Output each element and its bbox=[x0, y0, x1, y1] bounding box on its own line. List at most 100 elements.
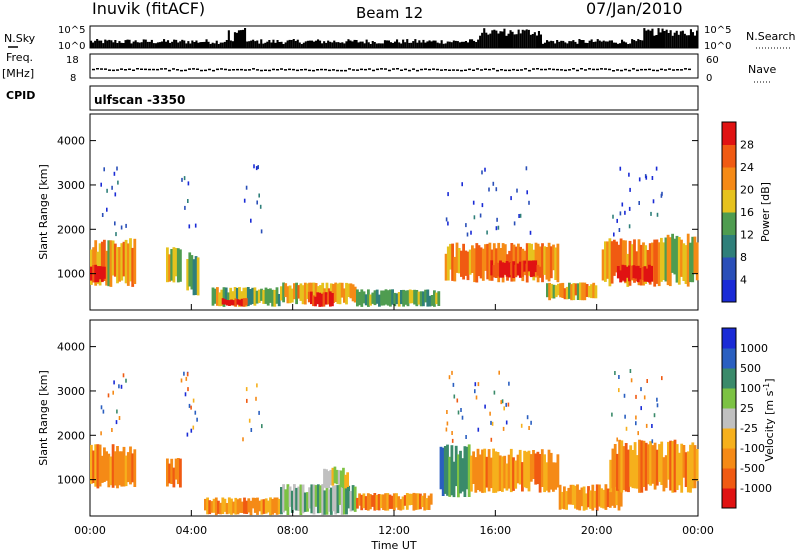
freq-point bbox=[592, 68, 595, 71]
heatmap-cell bbox=[658, 444, 661, 482]
freq-point bbox=[492, 68, 495, 70]
freq-point bbox=[456, 69, 459, 71]
heatmap-cell bbox=[113, 451, 117, 486]
heatmap-cell bbox=[271, 498, 275, 515]
heatmap-cell bbox=[227, 292, 230, 306]
heatmap-cell bbox=[439, 446, 443, 490]
heatmap-cell bbox=[172, 467, 176, 488]
heatmap-cell bbox=[645, 268, 649, 282]
freq-point bbox=[340, 69, 343, 72]
noise-bar bbox=[240, 30, 243, 48]
heatmap-cell bbox=[416, 493, 420, 510]
noise-bar bbox=[576, 43, 579, 48]
heatmap-cell bbox=[122, 373, 125, 378]
heatmap-cell bbox=[327, 489, 331, 512]
freq-point bbox=[444, 69, 447, 71]
noise-bar bbox=[310, 40, 313, 48]
heatmap-cell bbox=[499, 260, 502, 278]
noise-bar bbox=[225, 40, 228, 48]
heatmap-cell bbox=[325, 484, 329, 515]
heatmap-cell bbox=[619, 166, 622, 171]
freq-point bbox=[208, 68, 211, 71]
noise-bar bbox=[410, 42, 413, 48]
heatmap-cell bbox=[105, 250, 108, 286]
heatmap-cell bbox=[166, 247, 169, 283]
heatmap-cell bbox=[514, 264, 518, 278]
heatmap-cell bbox=[397, 496, 401, 510]
freq-point bbox=[240, 68, 243, 71]
noise-bar bbox=[655, 35, 658, 48]
freq-point bbox=[140, 68, 143, 70]
heatmap-cell bbox=[637, 431, 639, 436]
heatmap-cell bbox=[245, 185, 248, 190]
x-tick-label: 04:00 bbox=[175, 524, 207, 537]
noise-bar bbox=[430, 41, 433, 48]
heatmap-cell bbox=[345, 484, 348, 515]
noise-bar bbox=[96, 39, 99, 48]
heatmap-cell bbox=[652, 199, 655, 204]
heatmap-cell bbox=[452, 461, 456, 498]
heatmap-cell bbox=[266, 288, 270, 306]
heatmap-cell bbox=[617, 484, 621, 511]
velocity-cbar-label: Velocity [m s-1] bbox=[762, 378, 776, 461]
heatmap-cell bbox=[312, 282, 316, 305]
heatmap-cell bbox=[624, 443, 628, 492]
noise-bar bbox=[598, 40, 601, 48]
y-tick-label: 3000 bbox=[57, 179, 85, 192]
heatmap-cell bbox=[651, 424, 653, 428]
heatmap-cell bbox=[456, 398, 459, 403]
heatmap-cell bbox=[360, 289, 364, 307]
heatmap-cell bbox=[238, 498, 242, 513]
heatmap-cell bbox=[168, 463, 171, 484]
heatmap-cell bbox=[651, 445, 655, 484]
y-tick-label: 2000 bbox=[57, 223, 85, 236]
freq-point bbox=[156, 68, 159, 71]
heatmap-cell bbox=[691, 442, 695, 489]
noise-bar bbox=[371, 41, 374, 48]
heatmap-cell bbox=[569, 484, 573, 505]
heatmap-cell bbox=[498, 370, 500, 375]
heatmap-cell bbox=[107, 393, 110, 398]
heatmap-cell bbox=[246, 287, 250, 307]
heatmap-cell bbox=[172, 247, 176, 283]
colorbar-segment bbox=[722, 388, 736, 409]
heatmap-cell bbox=[395, 493, 398, 508]
noise-bar bbox=[667, 33, 670, 48]
noise-bar bbox=[252, 39, 255, 48]
heatmap-cell bbox=[612, 239, 616, 276]
heatmap-cell bbox=[258, 410, 260, 415]
heatmap-cell bbox=[105, 451, 108, 481]
noise-bar bbox=[635, 41, 638, 48]
heatmap-cell bbox=[461, 182, 463, 187]
heatmap-cell bbox=[661, 191, 663, 196]
noise-bar bbox=[675, 30, 678, 48]
noise-bar bbox=[436, 42, 439, 48]
freq-point bbox=[152, 68, 155, 71]
heatmap-cell bbox=[541, 243, 544, 283]
noise-bar bbox=[523, 30, 526, 48]
y-tick-label: 3000 bbox=[57, 385, 85, 398]
heatmap-cell bbox=[520, 423, 523, 428]
heatmap-cell bbox=[375, 495, 379, 510]
heatmap-cell bbox=[446, 410, 448, 414]
heatmap-cell bbox=[691, 236, 695, 283]
heatmap-cell bbox=[645, 423, 648, 428]
heatmap-cell bbox=[604, 241, 607, 282]
x-tick-label: 00:00 bbox=[74, 524, 106, 537]
velocity-ylabel: Slant Range [km] bbox=[37, 370, 50, 466]
heatmap-cell bbox=[261, 424, 263, 429]
noise-bar bbox=[120, 42, 123, 48]
heatmap-cell bbox=[517, 243, 520, 272]
noise-bar bbox=[400, 43, 403, 48]
noise-bar bbox=[566, 43, 569, 48]
heatmap-cell bbox=[468, 249, 472, 275]
heatmap-cell bbox=[651, 242, 654, 282]
noise-bar bbox=[337, 42, 340, 48]
heatmap-cell bbox=[362, 493, 366, 509]
heatmap-cell bbox=[122, 241, 126, 277]
heatmap-cell bbox=[516, 263, 520, 276]
freq-point bbox=[144, 68, 147, 71]
heatmap-cell bbox=[628, 224, 631, 229]
noise-bar bbox=[317, 39, 320, 48]
heatmap-cell bbox=[249, 500, 253, 516]
